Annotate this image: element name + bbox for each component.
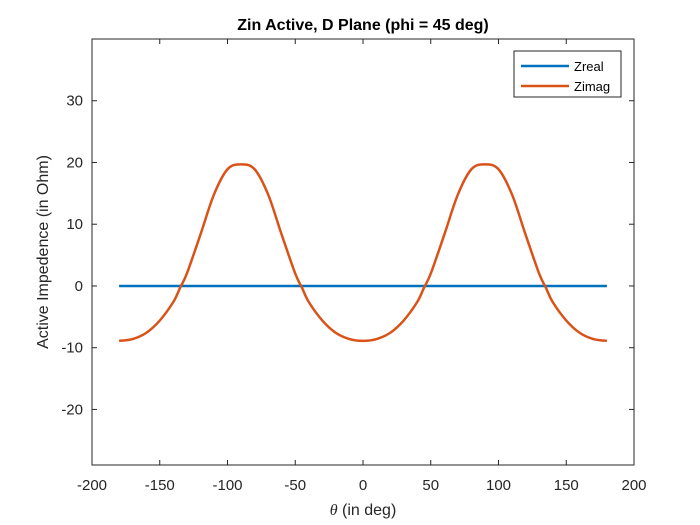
- plot-area: [92, 39, 634, 465]
- x-tick-label: -150: [145, 477, 175, 494]
- legend-box: [513, 50, 622, 98]
- legend: Zreal Zimag: [513, 50, 622, 98]
- x-tick-label: 0: [359, 477, 367, 494]
- x-axis-label-text: (in deg): [338, 502, 397, 519]
- x-tick-label: 150: [554, 477, 579, 494]
- x-tick-label: 100: [486, 477, 511, 494]
- y-tick-label: 20: [66, 154, 83, 171]
- y-tick-label: 30: [66, 93, 83, 110]
- x-axis-label-symbol: θ: [330, 502, 338, 519]
- x-tick-label: -100: [212, 477, 242, 494]
- x-tick-label: -200: [77, 477, 107, 494]
- y-tick-label: 10: [66, 216, 83, 233]
- series-line-zimag: [118, 163, 608, 343]
- x-tick-label: -50: [284, 477, 306, 494]
- series-layer: [118, 163, 608, 343]
- legend-label-zimag: Zimag: [574, 79, 610, 94]
- x-tick-label: 50: [422, 477, 439, 494]
- y-tick-label: -20: [61, 401, 83, 418]
- y-tick-label: 0: [75, 278, 83, 295]
- legend-label-zreal: Zreal: [574, 59, 604, 74]
- y-axis-label: Active Impedence (in Ohm): [35, 155, 52, 349]
- chart-title: Zin Active, D Plane (phi = 45 deg): [237, 17, 488, 34]
- x-tick-label: 200: [621, 477, 646, 494]
- x-axis-label: θ (in deg): [330, 502, 397, 519]
- y-tick-label: -10: [61, 340, 83, 357]
